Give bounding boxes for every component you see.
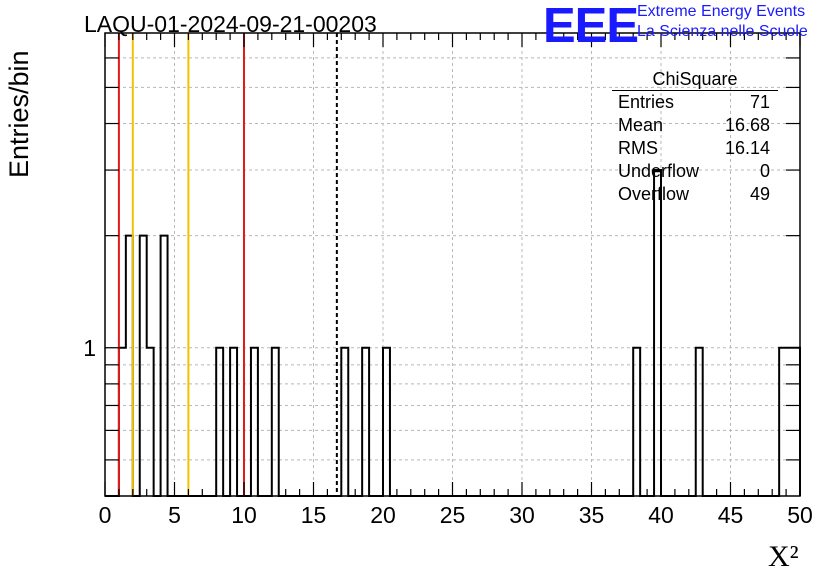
y-tick-label: 1 xyxy=(83,335,96,361)
x-tick-labels: 0 5 10 15 20 25 30 35 40 45 50 xyxy=(99,502,813,528)
x-axis-label: X² xyxy=(768,540,799,572)
x-tick-label: 20 xyxy=(370,502,396,528)
x-tick-label: 30 xyxy=(509,502,535,528)
axis-ticks xyxy=(104,33,801,496)
y-tick-labels: 1 xyxy=(83,335,96,361)
stats-row-entries: Entries 71 xyxy=(618,92,770,112)
x-tick-label: 50 xyxy=(787,502,813,528)
x-tick-label: 15 xyxy=(301,502,327,528)
logo-tagline-2: La Scienza nelle Scuole xyxy=(637,23,808,40)
eee-logo: EEE xyxy=(543,0,639,53)
run-title: LAQU-01-2024-09-21-00203 xyxy=(84,11,377,37)
x-tick-label: 25 xyxy=(440,502,466,528)
x-tick-label: 35 xyxy=(579,502,605,528)
x-tick-label: 45 xyxy=(718,502,744,528)
stats-row-rms: RMS 16.14 xyxy=(618,138,770,158)
x-tick-label: 0 xyxy=(99,502,112,528)
stats-title: ChiSquare xyxy=(612,68,778,91)
stats-row-mean: Mean 16.68 xyxy=(618,115,770,135)
y-axis-label: Entries/bin xyxy=(4,50,34,178)
x-tick-label: 5 xyxy=(168,502,181,528)
stats-row-overflow: Overflow 49 xyxy=(618,184,770,204)
x-tick-label: 40 xyxy=(648,502,674,528)
stats-row-underflow: Underflow 0 xyxy=(618,161,770,181)
stats-box: ChiSquare Entries 71 Mean 16.68 RMS 16.14 U… xyxy=(612,68,778,206)
reference-lines xyxy=(117,33,338,496)
x-tick-label: 10 xyxy=(231,502,257,528)
logo-tagline-1: Extreme Energy Events xyxy=(637,3,806,20)
